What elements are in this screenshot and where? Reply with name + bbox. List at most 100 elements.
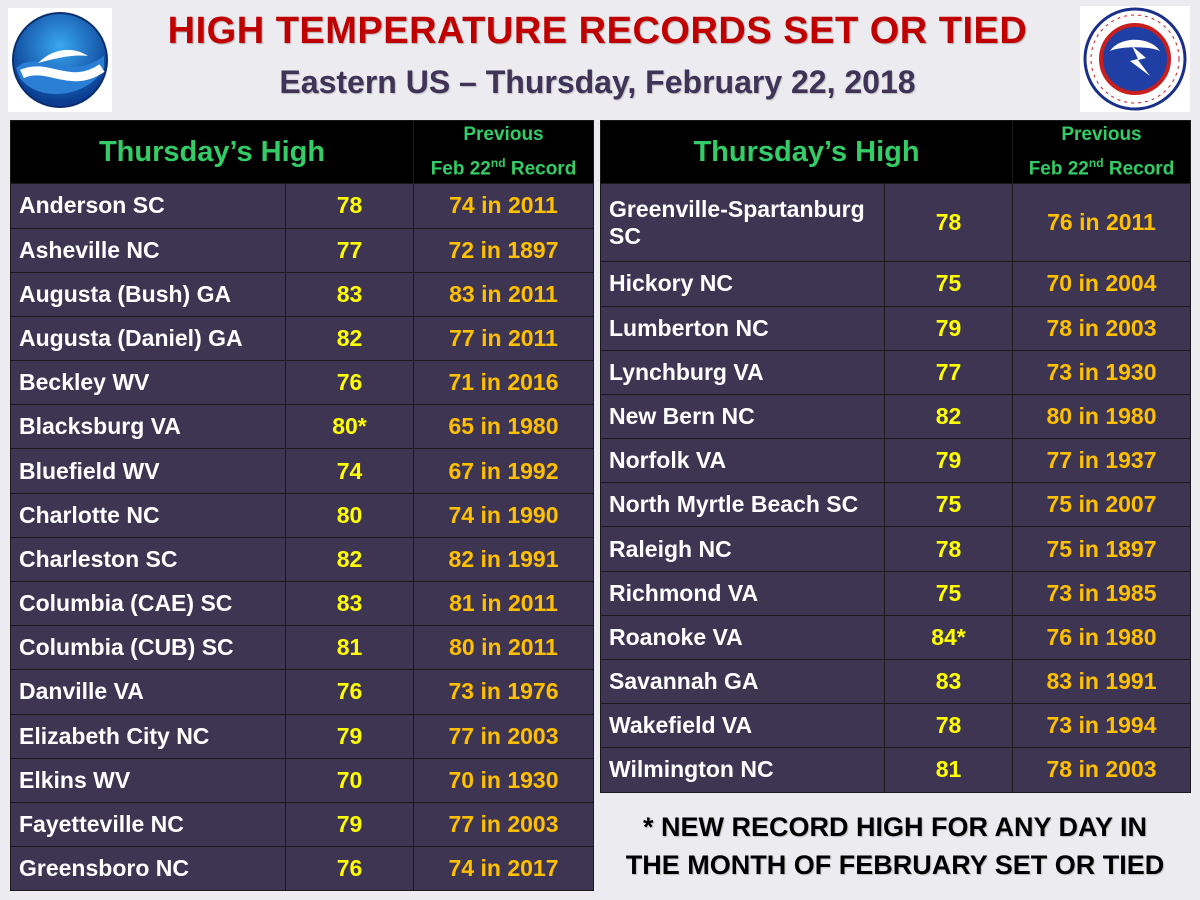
table-row: Hickory NC 75 70 in 2004 [600,261,1191,307]
city-cell: Elizabeth City NC [10,713,286,759]
table-row: Augusta (Daniel) GA 82 77 in 2011 [10,315,594,362]
prev-record-cell: 77 in 2011 [413,315,594,362]
city-cell: Roanoke VA [600,614,885,661]
prev-record-cell: 73 in 1930 [1012,349,1191,395]
city-cell: Norfolk VA [600,438,885,484]
table-row: Columbia (CAE) SC 83 81 in 2011 [10,581,594,627]
city-cell: Wilmington NC [600,747,885,793]
prev-record-cell: 74 in 2011 [413,183,594,229]
high-cell: 82 [285,315,414,362]
high-cell: 78 [884,703,1013,749]
city-cell: Blacksburg VA [10,404,286,450]
prev-record-cell: 83 in 1991 [1012,659,1191,705]
city-cell: Beckley WV [10,360,286,406]
prev-record-cell: 78 in 2003 [1012,747,1191,793]
nws-logo [1080,6,1190,112]
high-cell: 77 [884,349,1013,395]
high-cell: 79 [285,713,414,759]
table-row: Anderson SC 78 74 in 2011 [10,183,594,229]
header-date-label: Feb 22 [430,158,491,180]
city-cell: Augusta (Bush) GA [10,271,286,317]
city-cell: Danville VA [10,669,286,715]
city-cell: Columbia (CAE) SC [10,581,286,627]
city-cell: Fayetteville NC [10,801,286,848]
table-row: North Myrtle Beach SC 75 75 in 2007 [600,482,1191,528]
prev-record-cell: 67 in 1992 [413,448,594,494]
table-row: Bluefield WV 74 67 in 1992 [10,448,594,494]
page-subtitle: Eastern US – Thursday, February 22, 2018 [279,64,916,100]
noaa-logo [8,8,112,112]
header-thursdays-high: Thursday’s High [10,119,414,185]
table-header-row: Thursday’s High Previous Feb 22nd Record [10,119,594,185]
prev-record-cell: 76 in 1980 [1012,614,1191,661]
prev-record-cell: 73 in 1994 [1012,703,1191,749]
table-row: Fayetteville NC 79 77 in 2003 [10,801,594,848]
high-cell: 75 [884,482,1013,528]
header-date-suffix: nd [490,156,506,170]
header-thursdays-high: Thursday’s High [600,119,1013,185]
city-cell: Greensboro NC [10,846,286,892]
prev-record-cell: 82 in 1991 [413,536,594,583]
footnote-line-2: THE MONTH OF FEBRUARY SET OR TIED [625,850,1165,880]
high-cell: 81 [884,747,1013,793]
records-table-right: Thursday’s High Previous Feb 22nd Record… [600,119,1191,793]
header-previous-label: Previous [1061,124,1142,145]
high-cell: 82 [285,536,414,583]
page-title: HIGH TEMPERATURE RECORDS SET OR TIED [167,10,1028,52]
header-record-label: Record [505,158,577,180]
prev-record-cell: 75 in 2007 [1012,482,1191,528]
table-row: Lumberton NC 79 78 in 2003 [600,305,1191,351]
table-row: Wakefield VA 78 73 in 1994 [600,703,1191,749]
high-cell: 78 [285,183,414,229]
high-cell: 78 [884,183,1013,263]
table-row: Norfolk VA 79 77 in 1937 [600,438,1191,484]
high-cell: 81 [285,625,414,671]
high-cell: 82 [884,393,1013,440]
prev-record-cell: 74 in 1990 [413,492,594,538]
high-cell: 83 [884,659,1013,705]
high-cell: 80* [285,404,414,450]
city-cell: Raleigh NC [600,526,885,572]
prev-record-cell: 83 in 2011 [413,271,594,317]
table-row: Elkins WV 70 70 in 1930 [10,757,594,803]
table-row: Asheville NC 77 72 in 1897 [10,227,594,273]
city-cell: Charleston SC [10,536,286,583]
noaa-seal-icon [12,12,108,108]
prev-record-cell: 77 in 2003 [413,801,594,848]
table-row: Roanoke VA 84* 76 in 1980 [600,614,1191,661]
table-row: Wilmington NC 81 78 in 2003 [600,747,1191,793]
footnote-line-1: * NEW RECORD HIGH FOR ANY DAY IN [642,812,1148,842]
city-cell: Bluefield WV [10,448,286,494]
prev-record-cell: 75 in 1897 [1012,526,1191,572]
high-cell: 79 [884,438,1013,484]
city-cell: Hickory NC [600,261,885,307]
prev-record-cell: 74 in 2017 [413,846,594,892]
prev-record-cell: 73 in 1985 [1012,570,1191,616]
table-row: Elizabeth City NC 79 77 in 2003 [10,713,594,759]
prev-record-cell: 80 in 2011 [413,625,594,671]
table-row: Raleigh NC 78 75 in 1897 [600,526,1191,572]
table-row: Danville VA 76 73 in 1976 [10,669,594,715]
high-cell: 74 [285,448,414,494]
high-cell: 80 [285,492,414,538]
high-cell: 75 [884,570,1013,616]
header-previous-record: Previous Feb 22nd Record [413,119,594,185]
prev-record-cell: 80 in 1980 [1012,393,1191,440]
header-record-label: Record [1103,158,1175,180]
high-cell: 84* [884,614,1013,661]
city-cell: Asheville NC [10,227,286,273]
city-cell: Richmond VA [600,570,885,616]
prev-record-cell: 81 in 2011 [413,581,594,627]
prev-record-cell: 72 in 1897 [413,227,594,273]
prev-record-cell: 73 in 1976 [413,669,594,715]
table-row: Blacksburg VA 80* 65 in 1980 [10,404,594,450]
city-cell: Savannah GA [600,659,885,705]
prev-record-cell: 78 in 2003 [1012,305,1191,351]
prev-record-cell: 70 in 1930 [413,757,594,803]
high-cell: 76 [285,846,414,892]
prev-record-cell: 77 in 2003 [413,713,594,759]
table-row: Greensboro NC 76 74 in 2017 [10,846,594,892]
table-row: Savannah GA 83 83 in 1991 [600,659,1191,705]
prev-record-cell: 76 in 2011 [1012,183,1191,263]
prev-record-cell: 71 in 2016 [413,360,594,406]
